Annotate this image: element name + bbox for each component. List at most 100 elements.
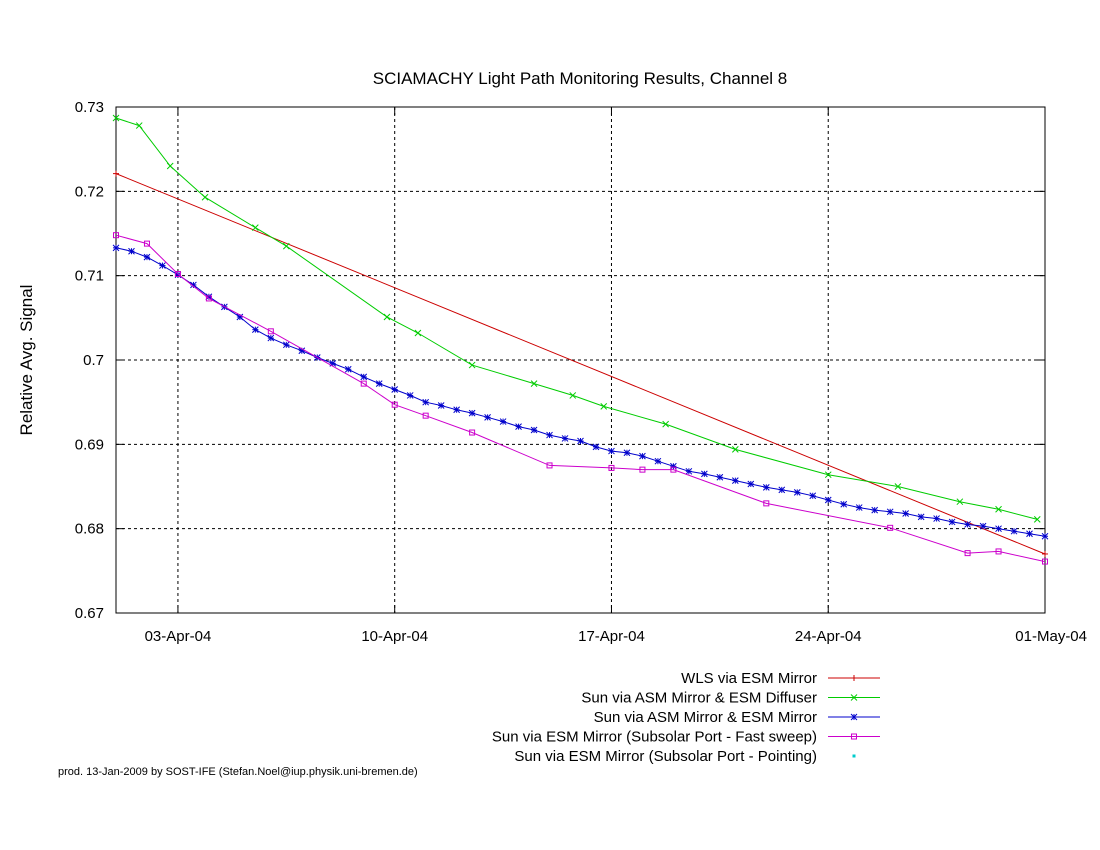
data-point — [205, 295, 212, 302]
data-point — [887, 524, 894, 531]
credit-text: prod. 13-Jan-2009 by SOST-IFE (Stefan.No… — [58, 766, 418, 778]
legend-entry: Sun via ESM Mirror (Subsolar Port - Fast… — [492, 729, 880, 746]
data-point — [639, 452, 646, 460]
data-point — [135, 122, 143, 129]
legend-entry: Sun via ESM Mirror (Subsolar Port - Poin… — [514, 748, 856, 765]
data-point — [112, 244, 120, 252]
data-point — [143, 240, 150, 247]
legend-entry: Sun via ASM Mirror & ESM Diffuser — [581, 690, 880, 707]
data-point — [201, 193, 209, 201]
legend-label: Sun via ASM Mirror & ESM Mirror — [594, 709, 817, 726]
y-tick-label: 0.69 — [75, 436, 104, 453]
data-point — [654, 457, 662, 465]
data-point — [159, 262, 166, 269]
legend-marker — [850, 694, 858, 701]
legend-entry: Sun via ASM Mirror & ESM Mirror — [594, 709, 880, 726]
legend-label: Sun via ESM Mirror (Subsolar Port - Fast… — [492, 729, 817, 746]
data-point — [979, 522, 987, 530]
y-tick-label: 0.73 — [75, 99, 104, 116]
data-point — [600, 403, 608, 410]
data-point — [577, 437, 584, 445]
data-point — [670, 466, 677, 473]
data-point — [414, 329, 422, 337]
legend-entry: WLS via ESM Mirror — [681, 670, 880, 687]
data-point — [809, 492, 817, 500]
data-point — [422, 412, 429, 419]
data-point — [113, 232, 119, 239]
data-point — [112, 114, 120, 122]
data-point — [623, 449, 631, 457]
legend-marker — [851, 733, 857, 740]
data-point — [840, 500, 848, 508]
data-point — [956, 498, 964, 506]
data-point — [894, 483, 902, 490]
data-point — [251, 326, 259, 333]
data-point — [530, 426, 538, 434]
legend: WLS via ESM Mirror Sun via ASM Mirror & E… — [492, 670, 880, 765]
data-point — [453, 406, 460, 414]
data-point — [1041, 532, 1049, 540]
x-tick-label: 10-Apr-04 — [361, 628, 428, 645]
data-point — [360, 373, 368, 381]
data-point — [561, 435, 569, 442]
data-point — [391, 401, 398, 408]
data-point — [995, 525, 1002, 533]
data-point — [747, 480, 755, 488]
data-point — [546, 431, 553, 439]
data-point — [793, 489, 801, 496]
data-point — [1033, 516, 1041, 523]
legend-label: Sun via ASM Mirror & ESM Diffuser — [581, 690, 817, 707]
series-line — [115, 234, 1046, 563]
data-point — [824, 496, 832, 504]
data-point — [406, 392, 414, 399]
data-point — [917, 513, 925, 521]
data-point — [530, 380, 538, 387]
y-tick-label: 0.68 — [75, 521, 104, 538]
data-point — [1026, 530, 1033, 538]
data-point — [391, 386, 399, 393]
y-axis-label: Relative Avg. Signal — [17, 285, 36, 436]
data-point — [824, 471, 832, 479]
grid — [116, 107, 1045, 613]
x-tick-label: 03-Apr-04 — [145, 628, 212, 645]
data-point — [855, 504, 863, 511]
legend-marker — [850, 713, 858, 721]
data-point — [282, 341, 290, 349]
data-point — [546, 462, 553, 469]
series-2 — [112, 244, 1049, 540]
data-point — [190, 281, 197, 289]
data-point — [499, 418, 507, 425]
data-point — [267, 334, 275, 342]
data-point — [469, 429, 476, 436]
data-point — [375, 380, 383, 387]
data-point — [701, 470, 708, 478]
legend-marker — [851, 675, 857, 681]
data-point — [422, 398, 430, 406]
data-point — [468, 409, 476, 417]
data-point — [484, 413, 491, 421]
x-tick-label: 24-Apr-04 — [795, 628, 862, 645]
y-tick-label: 0.71 — [75, 268, 104, 285]
data-point — [685, 467, 693, 475]
data-point — [383, 313, 391, 321]
data-point — [344, 365, 352, 373]
data-point — [933, 515, 940, 522]
data-point — [662, 420, 670, 428]
legend-label: Sun via ESM Mirror (Subsolar Port - Poin… — [514, 748, 817, 765]
data-point — [267, 328, 274, 335]
data-point — [282, 242, 290, 250]
y-tick-label: 0.7 — [83, 352, 104, 369]
data-point — [1010, 527, 1018, 535]
data-point — [174, 270, 181, 277]
data-point — [569, 392, 577, 399]
series-1 — [112, 114, 1041, 523]
data-point — [128, 247, 135, 255]
data-point — [964, 550, 971, 557]
data-point — [360, 380, 367, 387]
data-point — [995, 505, 1002, 513]
series-3 — [113, 232, 1048, 565]
data-point — [964, 521, 971, 528]
data-point — [143, 253, 151, 261]
data-point — [608, 464, 615, 471]
